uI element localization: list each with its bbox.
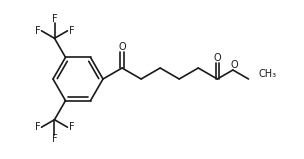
Text: F: F [52,14,57,24]
Text: F: F [69,122,74,132]
Text: O: O [230,60,238,70]
Text: F: F [69,26,74,36]
Text: O: O [213,53,221,63]
Text: F: F [52,134,57,144]
Text: F: F [35,26,40,36]
Text: F: F [35,122,40,132]
Text: O: O [118,42,126,52]
Text: CH₃: CH₃ [258,69,277,79]
